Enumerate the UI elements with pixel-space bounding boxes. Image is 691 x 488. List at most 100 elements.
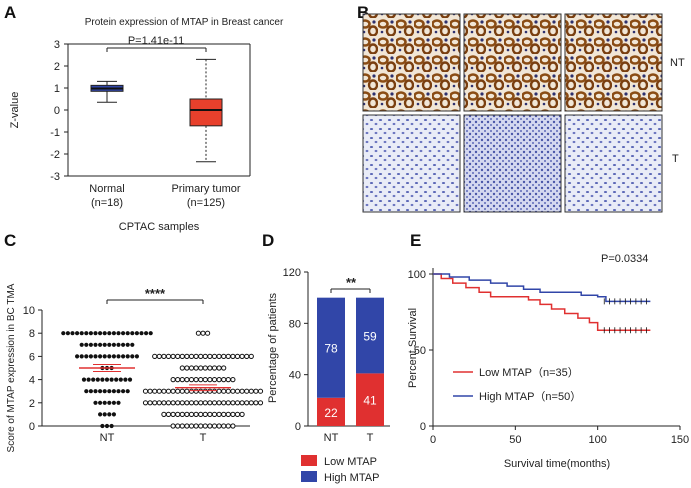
ihc-t-1	[362, 114, 461, 213]
t-point	[156, 353, 162, 359]
t-point	[230, 411, 236, 417]
t-point	[179, 365, 185, 371]
nt-point	[75, 331, 80, 336]
panel-e-xtick-label: 100	[588, 434, 606, 446]
t-point	[202, 400, 208, 406]
nt-point	[116, 331, 121, 336]
t-point	[221, 353, 227, 359]
t-point	[225, 400, 231, 406]
nt-point	[98, 412, 103, 417]
t-point	[239, 388, 245, 394]
t-point	[152, 353, 158, 359]
t-point	[179, 400, 185, 406]
t-point	[198, 365, 204, 371]
panel-a-ytick-label: -1	[50, 127, 60, 139]
nt-point	[134, 354, 139, 359]
t-point	[205, 330, 211, 336]
bar-label-low: 22	[324, 406, 338, 420]
panel-c-ytick-label: 2	[29, 398, 35, 410]
nt-point	[79, 331, 84, 336]
panel-c-xtick-nt: NT	[100, 432, 115, 444]
panel-e-ytick-label: 0	[420, 421, 426, 433]
t-point	[244, 353, 250, 359]
nt-point	[61, 331, 66, 336]
nt-point	[109, 423, 114, 429]
panel-a-pvalue: P=1.41e-11	[128, 35, 184, 47]
t-point	[202, 365, 208, 371]
t-point	[248, 388, 254, 394]
km-curve-high	[433, 273, 651, 303]
nt-point	[111, 389, 116, 394]
t-point	[179, 423, 185, 429]
t-point	[165, 353, 172, 359]
t-point	[161, 400, 167, 406]
nt-point	[95, 377, 100, 382]
ihc-nt-2	[463, 13, 562, 112]
t-point	[234, 353, 241, 359]
legend-swatch-low	[301, 455, 317, 466]
nt-point	[84, 342, 89, 347]
t-point	[175, 388, 181, 394]
t-point	[193, 423, 199, 429]
t-point	[184, 353, 190, 359]
t-point	[221, 388, 227, 394]
panel-e-ytick-label: 100	[408, 269, 426, 281]
nt-point	[107, 331, 112, 336]
t-point	[142, 388, 149, 394]
panel-a-xlabel: CPTAC samples	[119, 221, 200, 233]
panel-c-xtick-t: T	[200, 432, 207, 444]
panel-b-row-nt: NT	[670, 57, 685, 69]
nt-point	[130, 331, 135, 336]
nt-point	[93, 400, 98, 405]
panel-c-ytick-label: 0	[29, 421, 35, 433]
panel-a-ytick-label: -2	[50, 149, 60, 161]
nt-point	[107, 342, 112, 347]
t-point	[165, 400, 172, 406]
t-point	[198, 423, 204, 429]
bar-low-mtap	[356, 373, 384, 426]
t-point	[165, 411, 172, 417]
t-point	[179, 377, 185, 383]
t-point	[230, 388, 236, 394]
t-point	[202, 411, 208, 417]
nt-point	[130, 354, 135, 359]
panel-e-pvalue: P=0.0334	[601, 253, 648, 265]
bar-label-high: 78	[324, 342, 338, 356]
t-point	[211, 377, 218, 383]
panel-c-ytick-label: 8	[29, 328, 35, 340]
panel-e-legend-high: High MTAP（n=50）	[479, 390, 581, 403]
t-point	[175, 423, 181, 429]
nt-point	[102, 342, 107, 347]
t-point	[216, 365, 222, 371]
t-point	[170, 353, 176, 359]
t-point	[207, 400, 213, 406]
t-point	[147, 388, 153, 394]
t-point	[156, 400, 162, 406]
t-point	[202, 423, 208, 429]
nt-point	[123, 377, 128, 382]
t-point	[184, 411, 190, 417]
panel-a-boxplot	[67, 43, 251, 177]
t-point	[147, 400, 153, 406]
panel-e-xlabel: Survival time(months)	[504, 458, 610, 470]
t-point	[184, 423, 190, 429]
t-point	[239, 400, 245, 406]
t-point	[175, 353, 181, 359]
t-point	[234, 411, 241, 417]
panel-d-ytick-label: 40	[289, 370, 301, 382]
ihc-image-grid	[362, 13, 663, 213]
panel-a-n-tumor: (n=125)	[187, 197, 225, 209]
t-point	[188, 400, 195, 406]
nt-point	[148, 331, 153, 336]
t-point	[221, 377, 227, 383]
t-point	[216, 377, 222, 383]
panel-b-row-t: T	[672, 153, 679, 165]
t-point	[248, 400, 254, 406]
nt-point	[93, 331, 98, 336]
nt-point	[134, 331, 139, 336]
nt-point	[114, 377, 119, 382]
panel-e-legend-low: Low MTAP（n=35）	[479, 366, 579, 379]
t-point	[198, 377, 204, 383]
nt-point	[121, 354, 126, 359]
nt-point	[86, 377, 91, 382]
